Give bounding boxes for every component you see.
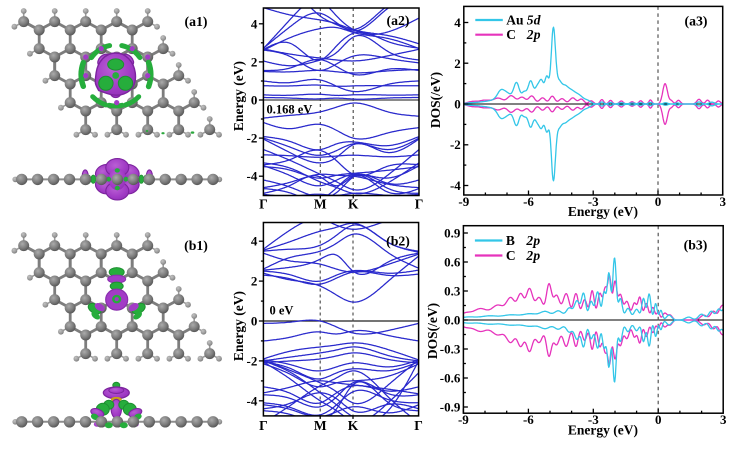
svg-text:0.6: 0.6: [444, 255, 461, 270]
svg-text:0: 0: [655, 412, 662, 427]
svg-text:4: 4: [251, 234, 258, 249]
svg-text:-2: -2: [247, 353, 258, 368]
svg-text:C: C: [506, 248, 516, 263]
svg-text:2: 2: [525, 248, 533, 263]
svg-text:3: 3: [720, 412, 727, 427]
svg-text:0: 0: [454, 97, 461, 112]
svg-text:2: 2: [251, 54, 258, 69]
svg-text:(b1): (b1): [184, 238, 208, 254]
svg-text:Energy (eV): Energy (eV): [568, 422, 638, 437]
svg-text:-0.6: -0.6: [440, 371, 461, 386]
svg-text:Γ: Γ: [415, 197, 424, 212]
svg-text:2: 2: [526, 27, 534, 42]
svg-text:-4: -4: [450, 178, 461, 193]
svg-text:-3: -3: [588, 194, 599, 209]
svg-text:0: 0: [251, 314, 258, 329]
svg-text:(b2): (b2): [386, 234, 410, 250]
svg-text:2: 2: [251, 274, 258, 289]
svg-text:3: 3: [719, 194, 726, 209]
svg-text:0.0: 0.0: [444, 313, 460, 328]
svg-text:Energy (eV): Energy (eV): [568, 204, 638, 219]
svg-text:(a1): (a1): [185, 14, 208, 30]
svg-text:-6: -6: [523, 412, 534, 427]
svg-text:Γ: Γ: [259, 197, 268, 212]
svg-text:M: M: [314, 197, 327, 212]
svg-text:0: 0: [655, 194, 662, 209]
svg-text:Energy (eV): Energy (eV): [231, 291, 246, 361]
svg-text:-3: -3: [588, 412, 599, 427]
svg-text:0 eV: 0 eV: [270, 304, 294, 318]
svg-text:2: 2: [454, 56, 461, 71]
svg-text:(a2): (a2): [387, 13, 410, 29]
svg-text:(b3): (b3): [684, 238, 708, 254]
svg-text:0: 0: [251, 93, 258, 108]
svg-text:4: 4: [454, 15, 461, 30]
svg-text:Energy (eV): Energy (eV): [231, 61, 246, 131]
svg-text:M: M: [314, 418, 327, 433]
svg-text:0.9: 0.9: [444, 226, 461, 241]
svg-text:p: p: [533, 27, 541, 42]
svg-text:p: p: [532, 233, 540, 248]
svg-text:Γ: Γ: [414, 418, 423, 433]
svg-text:Au: Au: [506, 13, 524, 28]
svg-text:-0.9: -0.9: [440, 400, 461, 415]
svg-text:DOS(/eV): DOS(/eV): [425, 303, 440, 359]
svg-text:-0.3: -0.3: [440, 342, 461, 357]
svg-text:-2: -2: [450, 137, 461, 152]
svg-text:C: C: [506, 27, 516, 42]
svg-text:0.3: 0.3: [444, 284, 461, 299]
svg-text:d: d: [534, 13, 541, 28]
svg-text:-6: -6: [523, 194, 534, 209]
svg-text:-4: -4: [247, 393, 258, 408]
svg-text:(a3): (a3): [685, 14, 708, 30]
svg-text:p: p: [532, 248, 540, 263]
svg-text:2: 2: [525, 233, 533, 248]
svg-text:K: K: [348, 418, 359, 433]
svg-text:-4: -4: [247, 169, 258, 184]
svg-text:DOS(/eV): DOS(/eV): [428, 72, 443, 128]
svg-text:K: K: [348, 197, 359, 212]
svg-text:0.168 eV: 0.168 eV: [267, 103, 313, 117]
svg-text:B: B: [506, 233, 515, 248]
svg-text:-9: -9: [458, 412, 469, 427]
svg-text:Γ: Γ: [259, 418, 268, 433]
svg-text:5: 5: [527, 13, 534, 28]
svg-text:4: 4: [251, 16, 258, 31]
svg-text:-9: -9: [458, 194, 469, 209]
svg-text:-2: -2: [247, 131, 258, 146]
